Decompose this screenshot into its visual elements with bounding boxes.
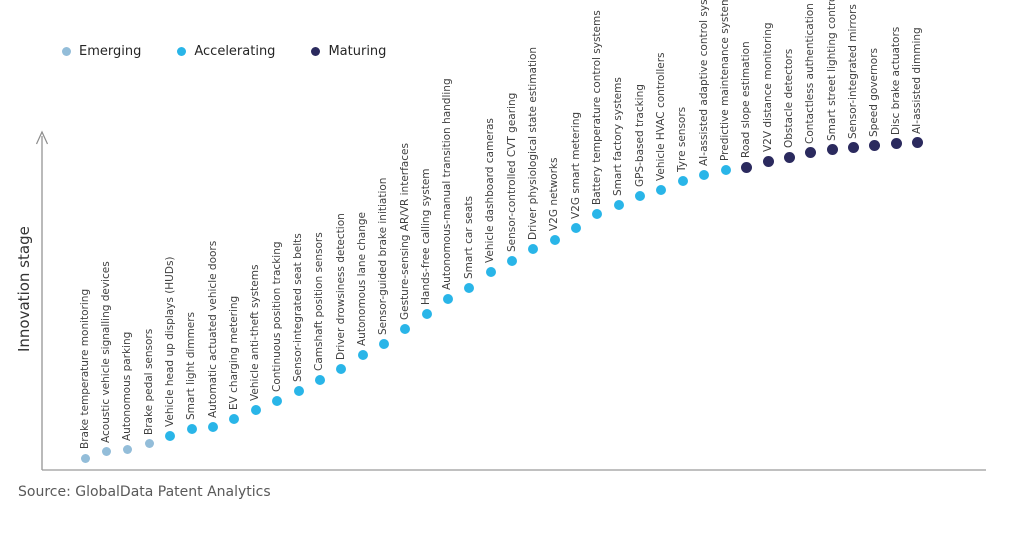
point-label: AI-assisted dimming — [911, 27, 924, 134]
point-label: Vehicle HVAC controllers — [654, 52, 667, 182]
legend-label: Accelerating — [194, 44, 276, 59]
point-label: Sensor-guided brake initiation — [377, 177, 390, 335]
point-label: Road slope estimation — [740, 41, 753, 159]
point-label: Sensor-integrated seat belts — [292, 233, 304, 383]
emerging-dot-icon — [62, 47, 71, 56]
point-label: EV charging metering — [227, 295, 240, 410]
point-label: Continuous position tracking — [270, 241, 283, 393]
legend-item-maturing: Maturing — [311, 44, 386, 59]
point-label: AI-assisted adaptive control systems — [697, 0, 710, 166]
point-label: Automatic actuated vehicle doors — [206, 240, 219, 419]
point-label: Obstacle detectors — [783, 48, 796, 149]
point-label: Smart car seats — [462, 195, 475, 279]
point-label: Smart factory systems — [612, 77, 625, 196]
data-point-maturing — [741, 161, 753, 173]
data-point-accelerating — [442, 294, 453, 305]
data-point-accelerating — [357, 350, 368, 361]
legend: Emerging Accelerating Maturing — [62, 44, 386, 59]
point-label: Vehicle anti-theft systems — [249, 264, 262, 401]
data-point-maturing — [869, 140, 881, 152]
point-label: Contactless authentication — [804, 3, 817, 144]
maturing-dot-icon — [311, 47, 321, 56]
data-point-accelerating — [656, 185, 667, 196]
data-point-accelerating — [635, 191, 646, 202]
data-point-accelerating — [485, 267, 496, 277]
point-label: Gesture-sensing AR/VR interfaces — [398, 143, 411, 321]
point-label: Brake temperature monitoring — [78, 288, 91, 450]
data-point-emerging — [101, 447, 111, 457]
point-label: Disc brake actuators — [889, 26, 902, 135]
data-point-accelerating — [592, 208, 603, 219]
point-label: Vehicle dashboard cameras — [484, 118, 497, 263]
accelerating-dot-icon — [177, 47, 187, 56]
point-label: Hands-free calling system — [420, 168, 433, 305]
data-point-accelerating — [677, 175, 688, 186]
point-label: Predictive maintenance systems — [719, 0, 731, 162]
point-label: Autonomous lane change — [356, 212, 369, 347]
data-point-accelerating — [720, 165, 731, 176]
data-point-emerging — [80, 453, 90, 463]
data-point-accelerating — [229, 413, 240, 424]
data-point-maturing — [848, 142, 860, 154]
data-point-accelerating — [528, 243, 539, 254]
point-label: Driver physiological state estimation — [526, 46, 539, 240]
legend-label: Emerging — [79, 44, 142, 59]
data-point-accelerating — [549, 234, 560, 245]
point-label: V2G smart metering — [569, 112, 582, 220]
legend-label: Maturing — [328, 44, 387, 59]
point-label: Autonomous parking — [121, 331, 134, 441]
data-point-maturing — [784, 151, 796, 163]
y-axis-arrow-icon — [35, 130, 49, 145]
point-label: Driver drowsiness detection — [334, 213, 347, 361]
data-point-accelerating — [336, 364, 347, 375]
point-label: V2G networks — [548, 157, 561, 231]
data-point-accelerating — [314, 374, 325, 385]
data-point-maturing — [826, 144, 838, 156]
point-label: Smart light dimmers — [185, 312, 198, 421]
point-label: Battery temperature control systems — [590, 10, 603, 205]
point-label: Autonomous-manual transition handling — [441, 78, 454, 291]
data-point-maturing — [890, 138, 902, 150]
point-label: Sensor-integrated mirrors — [847, 4, 860, 139]
data-point-accelerating — [293, 386, 304, 397]
data-point-accelerating — [165, 431, 176, 441]
data-point-emerging — [144, 439, 154, 449]
legend-item-accelerating: Accelerating — [177, 44, 275, 59]
point-label: Brake pedal sensors — [142, 328, 155, 435]
data-point-accelerating — [186, 424, 197, 435]
data-point-emerging — [123, 445, 133, 455]
data-point-accelerating — [613, 200, 624, 210]
point-label: Acoustic vehicle signalling devices — [99, 261, 112, 443]
point-label: Smart street lighting controls — [825, 0, 838, 141]
point-label: GPS-based tracking — [633, 84, 646, 188]
data-point-maturing — [912, 137, 924, 149]
point-label: Camshaft position sensors — [313, 232, 326, 371]
point-label: Sensor-controlled CVT gearing — [505, 92, 518, 253]
data-point-accelerating — [507, 256, 517, 267]
data-point-maturing — [762, 155, 774, 167]
data-point-accelerating — [378, 338, 389, 349]
point-label: Tyre sensors — [676, 106, 689, 172]
data-point-accelerating — [208, 422, 219, 433]
data-point-accelerating — [400, 324, 411, 335]
data-point-maturing — [805, 147, 817, 159]
point-label: V2V distance monitoring — [761, 22, 774, 153]
data-point-accelerating — [272, 396, 283, 407]
legend-item-emerging: Emerging — [62, 44, 141, 59]
point-label: Vehicle head up displays (HUDs) — [163, 256, 176, 427]
source-note: Source: GlobalData Patent Analytics — [18, 484, 271, 500]
data-point-accelerating — [464, 282, 475, 293]
data-point-accelerating — [699, 169, 710, 180]
data-point-accelerating — [571, 223, 582, 234]
point-label: Speed governors — [868, 47, 881, 137]
data-point-accelerating — [421, 308, 432, 319]
data-point-accelerating — [250, 404, 261, 415]
